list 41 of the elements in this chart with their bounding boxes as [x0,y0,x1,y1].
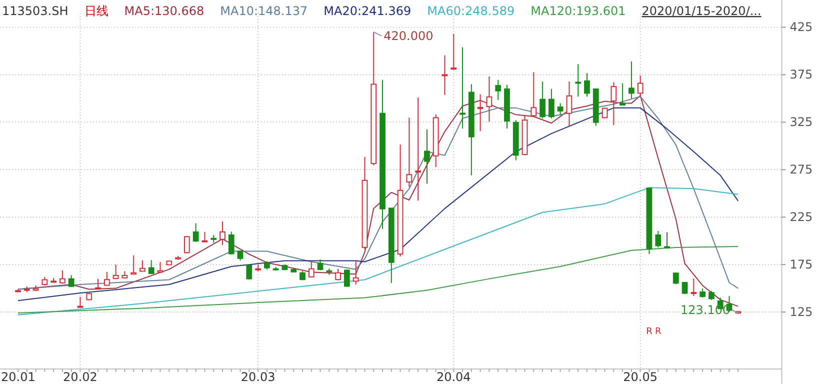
candlestick [406,117,412,188]
candlestick [380,79,386,230]
x-tick-label: 20.05 [623,370,658,384]
text: MA20:241.369 [324,4,412,18]
annotation: 2020/01/15-2020/... [642,4,762,18]
y-tick-label: 125 [790,305,813,320]
line-series [18,187,739,316]
text: MA5:130.668 [124,4,204,18]
line-series [18,246,739,314]
candlestick [415,97,422,201]
candlestick [352,260,359,286]
text: MA10:148.137 [220,4,308,18]
y-tick-label: 175 [790,258,813,272]
x-tick-label: 20.02 [63,370,98,384]
candlestick [468,84,474,176]
candlestick [486,76,492,122]
text: MA120:193.601 [530,4,626,18]
y-tick-label: 325 [790,115,813,130]
candlestick [442,54,448,96]
y-tick-label: 425 [790,20,813,34]
annotation: R [646,327,652,337]
y-tick-label: 225 [790,210,813,224]
candlestick [637,74,644,98]
x-tick-label: 20.04 [436,370,471,384]
chart-subtitle: 日线 [84,4,108,18]
x-tick-label: 20.03 [240,370,276,384]
candlestick [628,60,634,99]
candlestick [424,128,430,184]
candlestick [610,82,617,126]
annotation: R [654,327,662,337]
chart-title: 113503.SH [2,4,68,18]
x-tick-label: 20.01 [1,370,36,384]
candlestick [460,46,466,129]
annotation: 420.000 [384,28,434,43]
text: MA60:248.589 [427,4,515,18]
y-tick-label: 275 [790,162,813,177]
candlestick [575,64,582,98]
candlestick [477,94,484,132]
candlestick [566,81,572,128]
y-tick-label: 375 [790,68,813,82]
candlestick [584,72,590,98]
